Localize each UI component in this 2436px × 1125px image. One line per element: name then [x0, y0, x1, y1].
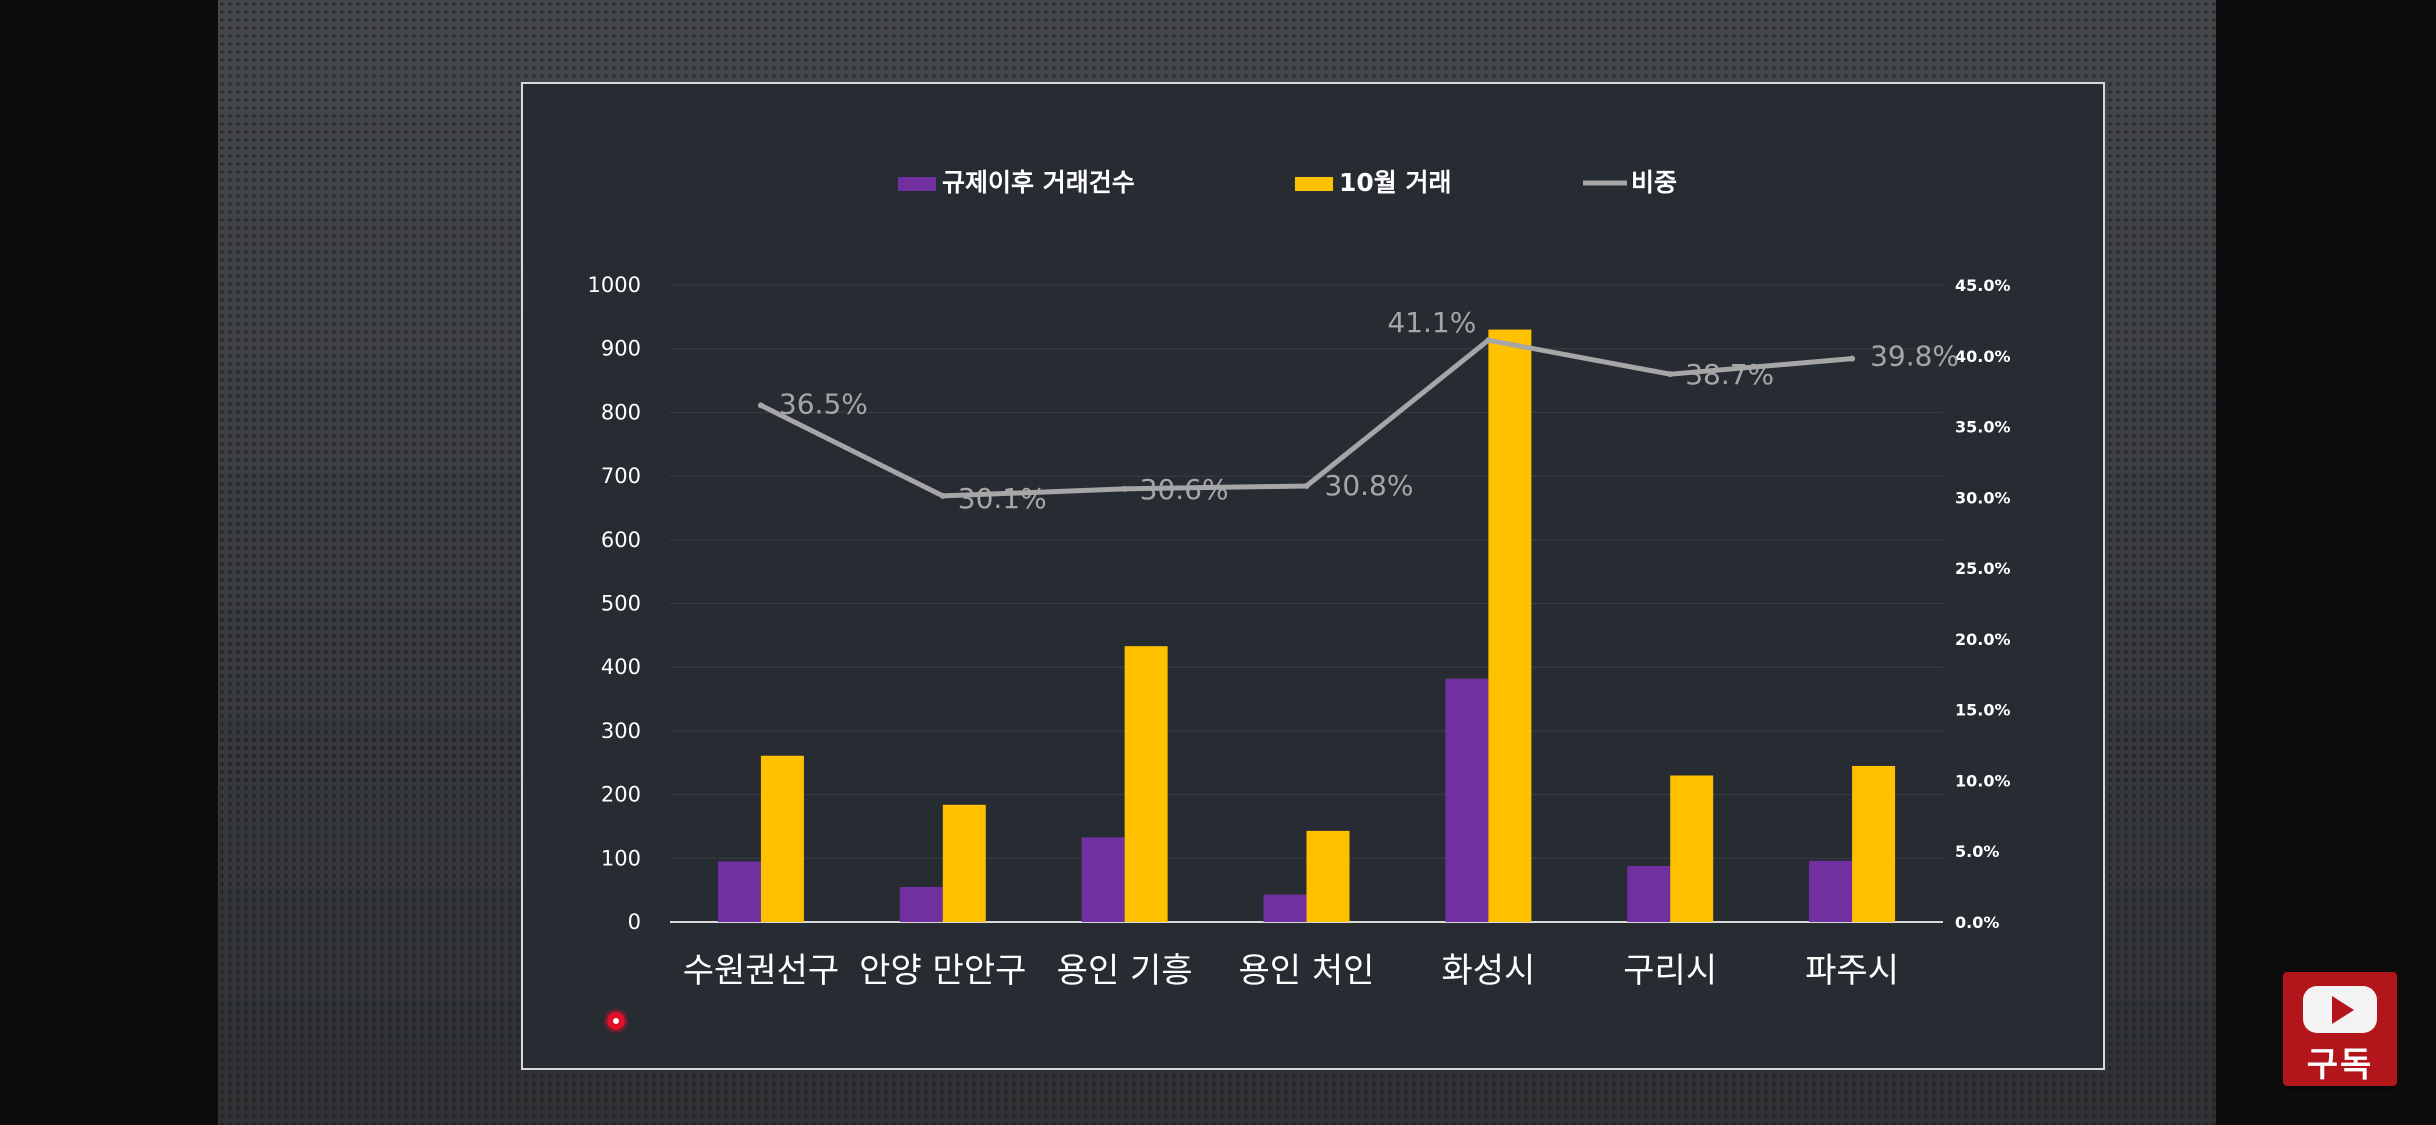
- share-point: [1849, 355, 1856, 362]
- legend-label: 규제이후 거래건수: [942, 168, 1135, 197]
- left-tick-label: 400: [601, 655, 641, 679]
- bar-규제이후-거래건수: [1627, 865, 1671, 922]
- chart-slide: 규제이후 거래건수 10월 거래 비중 1000 900 800 700 600 500 400…: [521, 82, 2105, 1070]
- share-data-label: 41.1%: [1387, 306, 1476, 339]
- bar-규제이후-거래건수: [1809, 860, 1853, 922]
- share-data-label: 36.5%: [779, 387, 868, 420]
- category-label: 구리시: [1623, 951, 1717, 991]
- gridlines: [670, 284, 1943, 923]
- chart-legend: 규제이후 거래건수 10월 거래 비중: [898, 168, 1677, 197]
- left-tick-label: 700: [601, 464, 641, 488]
- share-point: [1303, 483, 1310, 490]
- share-data-label: 39.8%: [1870, 340, 1959, 373]
- share-point: [939, 492, 946, 499]
- bar-규제이후-거래건수: [1263, 894, 1307, 922]
- category-label: 용인 처인: [1239, 951, 1375, 991]
- share-data-label: 30.8%: [1325, 469, 1414, 502]
- category-label: 안양 만안구: [859, 951, 1026, 991]
- combo-chart: 규제이후 거래건수 10월 거래 비중 1000900800700600500400…: [588, 168, 2011, 991]
- bar-10월-거래: [942, 804, 986, 922]
- right-tick-label: 40.0%: [1955, 347, 2011, 366]
- subscribe-label: 구독: [2306, 1045, 2374, 1085]
- share-point: [1121, 485, 1128, 492]
- bar-규제이후-거래건수: [717, 861, 761, 922]
- right-tick-label: 5.0%: [1955, 842, 1999, 861]
- left-tick-label: 0: [628, 910, 641, 934]
- video-frame: 규제이후 거래건수 10월 거래 비중 1000 900 800 700 600 500 400…: [218, 0, 2216, 1125]
- category-label: 수원권선구: [683, 951, 839, 991]
- category-label: 파주시: [1805, 951, 1899, 991]
- bar-10월-거래: [1852, 765, 1896, 922]
- legend-swatch-yellow: [1295, 177, 1333, 191]
- right-tick-label: 0.0%: [1955, 913, 1999, 932]
- left-tick-label: 500: [601, 592, 641, 616]
- bar-10월-거래: [1306, 830, 1350, 922]
- share-data-label: 38.7%: [1685, 358, 1774, 391]
- share-point: [1667, 371, 1674, 378]
- bar-규제이후-거래건수: [899, 886, 943, 922]
- bar-10월-거래: [1124, 646, 1168, 922]
- share-data-label: 30.6%: [1140, 473, 1229, 506]
- right-tick-label: 15.0%: [1955, 701, 2011, 720]
- bar-10월-거래: [760, 755, 804, 922]
- bar-10월-거래: [1670, 775, 1714, 922]
- bar-규제이후-거래건수: [1081, 837, 1125, 922]
- share-point: [757, 402, 764, 409]
- right-tick-label: 10.0%: [1955, 771, 2011, 790]
- youtube-play-icon: [2303, 986, 2377, 1033]
- share-data-label: 30.1%: [958, 482, 1047, 515]
- right-tick-label: 45.0%: [1955, 276, 2011, 295]
- left-tick-label: 100: [601, 846, 641, 870]
- share-point: [1485, 337, 1492, 344]
- legend-label: 비중: [1631, 168, 1677, 197]
- legend-label: 10월 거래: [1339, 168, 1452, 197]
- category-label: 용인 기흥: [1057, 951, 1193, 991]
- pointer-cursor: [607, 1012, 625, 1030]
- category-labels: 수원권선구 안양 만안구 용인 기흥 용인 처인 화성시 구리시 파주시: [683, 951, 1899, 991]
- left-tick-label: 1000: [588, 273, 641, 297]
- right-tick-label: 30.0%: [1955, 488, 2011, 507]
- left-tick-label: 600: [601, 528, 641, 552]
- right-tick-label: 35.0%: [1955, 418, 2011, 437]
- bar-규제이후-거래건수: [1445, 678, 1489, 922]
- left-tick-label: 900: [601, 337, 641, 361]
- share-line-series: 36.5% 30.1% 30.6% 30.8% 41.1% 38.7% 39.8%: [757, 306, 1959, 515]
- bar-10월-거래: [1488, 329, 1532, 923]
- left-tick-label: 200: [601, 783, 641, 807]
- left-tick-label: 800: [601, 400, 641, 424]
- legend-swatch-purple: [898, 177, 936, 191]
- right-axis: 45.0% 40.0% 35.0% 30.0% 25.0% 20.0% 15.0% 10.0%…: [1955, 276, 2011, 932]
- right-tick-label: 20.0%: [1955, 630, 2011, 649]
- bar-series: [717, 329, 1896, 923]
- subscribe-button[interactable]: 구독: [2283, 972, 2397, 1086]
- left-tick-label: 300: [601, 719, 641, 743]
- right-tick-label: 25.0%: [1955, 559, 2011, 578]
- category-label: 화성시: [1441, 951, 1535, 991]
